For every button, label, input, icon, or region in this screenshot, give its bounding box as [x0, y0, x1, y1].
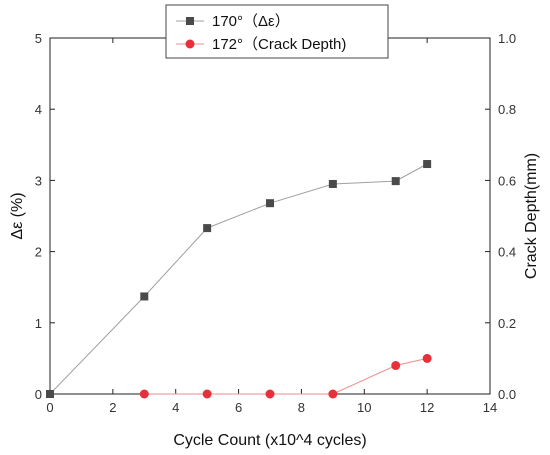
- x-tick-label-5: 10: [357, 400, 371, 415]
- y-right-tick-label-0: 0.0: [498, 387, 516, 402]
- y-right-tick-label-5: 1.0: [498, 31, 516, 46]
- series-1-point-2: [265, 389, 275, 399]
- legend-marker-0: [186, 17, 194, 25]
- y-axis-left-title: Δε (%): [9, 192, 26, 239]
- y-left-tick-label-3: 3: [35, 173, 42, 188]
- series-1-point-4: [391, 361, 401, 371]
- y-axis-right-title: Crack Depth(mm): [523, 153, 540, 279]
- plot-frame: [49, 37, 491, 395]
- y-right-tick-label-2: 0.4: [498, 245, 516, 260]
- series-line-0: [49, 163, 428, 395]
- series-1-point-1: [202, 389, 212, 399]
- x-tick-label-1: 2: [109, 400, 116, 415]
- series-0-point-0: [46, 390, 54, 398]
- series-0-point-1: [140, 292, 149, 301]
- y-right-tick-label-4: 0.8: [498, 102, 516, 117]
- x-tick-label-7: 14: [483, 400, 497, 415]
- series-markers: [46, 160, 432, 399]
- y-right-tick-label-3: 0.6: [498, 173, 516, 188]
- y-left-tick-label-5: 5: [35, 31, 42, 46]
- x-tick-label-6: 12: [420, 400, 434, 415]
- legend-box: [165, 4, 389, 59]
- y-right-tick-label-1: 0.2: [498, 316, 516, 331]
- y-left-tick-label-0: 0: [35, 387, 42, 402]
- legend-label-0: 170°（Δε）: [212, 13, 290, 30]
- x-tick-label-3: 6: [235, 400, 242, 415]
- legend-marker-1: [185, 39, 195, 49]
- series-0-point-3: [266, 199, 274, 208]
- series-lines: [49, 163, 428, 395]
- series-0-point-5: [391, 177, 400, 186]
- series-1-point-0: [139, 389, 149, 399]
- legend: 170°（Δε） 172°（Crack Depth): [165, 4, 389, 59]
- y-left-tick-label-2: 2: [35, 245, 42, 260]
- series-0-point-2: [203, 224, 212, 233]
- x-tick-label-2: 4: [172, 400, 179, 415]
- x-tick-label-0: 0: [46, 400, 53, 415]
- series-1-point-5: [422, 353, 432, 363]
- x-axis-title: Cycle Count (x10^4 cycles): [173, 432, 366, 449]
- y-left-tick-label-4: 4: [35, 102, 42, 117]
- y-left-tick-label-1: 1: [35, 316, 42, 331]
- x-tick-label-4: 8: [298, 400, 305, 415]
- series-0-point-4: [328, 179, 337, 188]
- series-0-point-6: [423, 160, 432, 169]
- legend-label-1: 172°（Crack Depth): [212, 36, 346, 53]
- series-1-point-3: [328, 389, 338, 399]
- series-line-1: [144, 357, 428, 395]
